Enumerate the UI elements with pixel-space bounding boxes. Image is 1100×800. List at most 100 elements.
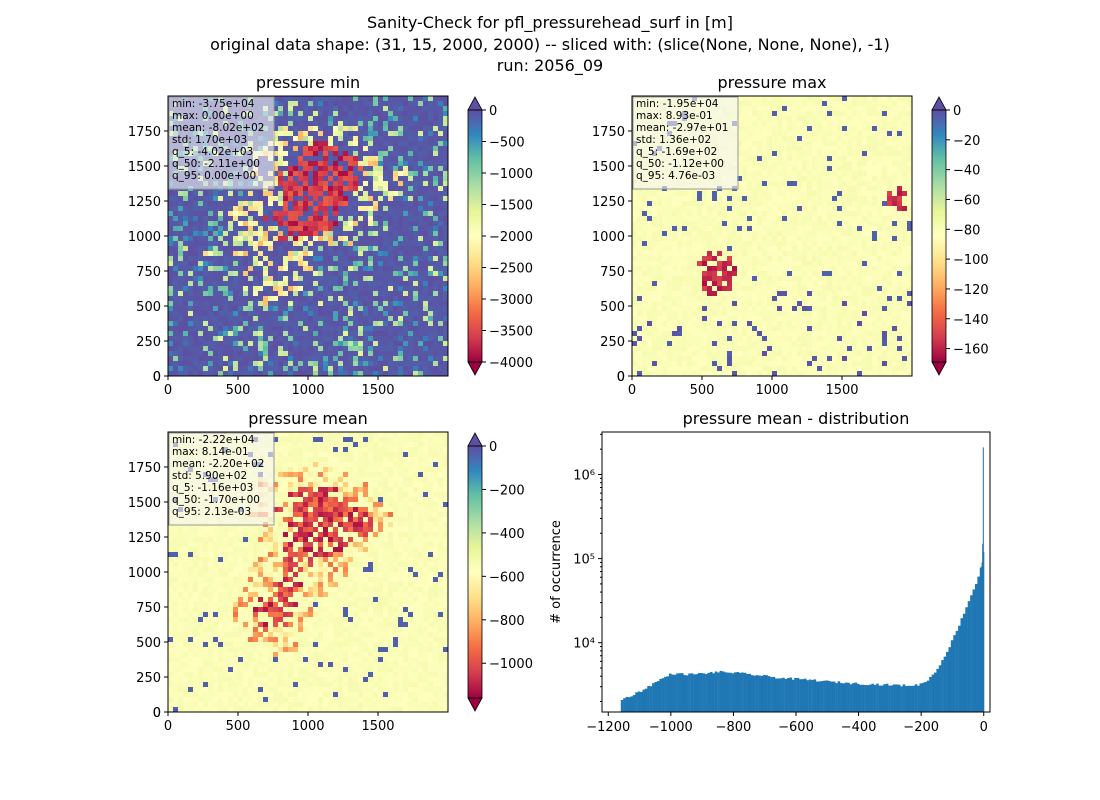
- heatmap-cell: [852, 201, 858, 207]
- heatmap-cell: [403, 111, 409, 117]
- heatmap-cell: [178, 311, 184, 317]
- heatmap-cell: [822, 96, 828, 102]
- heatmap-cell: [288, 216, 294, 222]
- heatmap-cell: [248, 246, 254, 252]
- heatmap-cell: [268, 196, 274, 202]
- heatmap-cell: [193, 351, 199, 357]
- heatmap-cell: [423, 161, 429, 167]
- heatmap-cell: [228, 291, 234, 297]
- heatmap-cell: [767, 116, 773, 122]
- heatmap-cell: [428, 286, 434, 292]
- heatmap-cell: [213, 286, 219, 292]
- heatmap-cell: [358, 336, 364, 342]
- heatmap-cell: [293, 131, 299, 137]
- heatmap-cell: [747, 151, 753, 157]
- heatmap-cell: [283, 186, 289, 192]
- heatmap-cell: [173, 246, 179, 252]
- heatmap-cell: [298, 291, 304, 297]
- heatmap-cell: [832, 236, 838, 242]
- heatmap-cell: [762, 221, 768, 227]
- heatmap-cell: [837, 146, 843, 152]
- heatmap-cell: [258, 356, 264, 362]
- heatmap-cell: [363, 256, 369, 262]
- heatmap-cell: [208, 226, 214, 232]
- heatmap-cell: [817, 171, 823, 177]
- heatmap-cell: [812, 121, 818, 127]
- heatmap-cell: [423, 361, 429, 367]
- heatmap-cell: [772, 106, 778, 112]
- heatmap-cell: [338, 126, 344, 132]
- heatmap-cell: [677, 226, 683, 232]
- heatmap-cell: [373, 241, 379, 247]
- heatmap-cell: [183, 311, 189, 317]
- heatmap-cell: [388, 226, 394, 232]
- heatmap-cell: [348, 286, 354, 292]
- heatmap-cell: [887, 106, 893, 112]
- heatmap-cell: [243, 241, 249, 247]
- heatmap-cell: [213, 371, 219, 377]
- heatmap-cell: [358, 291, 364, 297]
- heatmap-cell: [348, 331, 354, 337]
- heatmap-cell: [907, 191, 913, 197]
- heatmap-cell: [308, 166, 314, 172]
- heatmap-cell: [308, 316, 314, 322]
- heatmap-cell: [178, 196, 184, 202]
- heatmap-cell: [228, 276, 234, 282]
- heatmap-cell: [318, 146, 324, 152]
- heatmap-cell: [777, 216, 783, 222]
- heatmap-cell: [862, 211, 868, 217]
- heatmap-cell: [353, 371, 359, 377]
- heatmap-cell: [418, 121, 424, 127]
- heatmap-cell: [398, 191, 404, 197]
- heatmap-cell: [248, 241, 254, 247]
- heatmap-cell: [393, 196, 399, 202]
- heatmap-cell: [363, 96, 369, 102]
- heatmap-cell: [897, 131, 903, 137]
- heatmap-cell: [388, 291, 394, 297]
- heatmap-cell: [263, 246, 269, 252]
- heatmap-cell: [872, 126, 878, 132]
- heatmap-cell: [907, 206, 913, 212]
- heatmap-cell: [822, 226, 828, 232]
- heatmap-cell: [218, 226, 224, 232]
- heatmap-cell: [303, 146, 309, 152]
- heatmap-cell: [318, 191, 324, 197]
- heatmap-cell: [827, 201, 833, 207]
- heatmap-cell: [847, 111, 853, 117]
- heatmap-cell: [862, 146, 868, 152]
- heatmap-cell: [438, 346, 444, 352]
- heatmap-cell: [363, 276, 369, 282]
- heatmap-cell: [303, 276, 309, 282]
- heatmap-cell: [692, 246, 698, 252]
- heatmap-cell: [353, 146, 359, 152]
- heatmap-cell: [393, 126, 399, 132]
- heatmap-cell: [757, 251, 763, 257]
- heatmap-cell: [308, 131, 314, 137]
- heatmap-cell: [248, 276, 254, 282]
- heatmap-cell: [747, 161, 753, 167]
- heatmap-cell: [288, 211, 294, 217]
- heatmap-cell: [278, 266, 284, 272]
- heatmap-cell: [378, 96, 384, 102]
- heatmap-cell: [772, 131, 778, 137]
- heatmap-cell: [253, 201, 259, 207]
- heatmap-cell: [707, 211, 713, 217]
- heatmap-cell: [792, 181, 798, 187]
- heatmap-cell: [393, 326, 399, 332]
- heatmap-cell: [752, 171, 758, 177]
- heatmap-cell: [258, 221, 264, 227]
- heatmap-cell: [378, 256, 384, 262]
- heatmap-cell: [313, 351, 319, 357]
- heatmap-cell: [378, 276, 384, 282]
- heatmap-cell: [428, 131, 434, 137]
- heatmap-cell: [672, 191, 678, 197]
- heatmap-cell: [208, 281, 214, 287]
- heatmap-cell: [807, 96, 813, 102]
- heatmap-cell: [378, 126, 384, 132]
- heatmap-cell: [867, 126, 873, 132]
- heatmap-cell: [757, 116, 763, 122]
- heatmap-cell: [298, 341, 304, 347]
- heatmap-cell: [198, 361, 204, 367]
- heatmap-cell: [413, 291, 419, 297]
- heatmap-cell: [253, 351, 259, 357]
